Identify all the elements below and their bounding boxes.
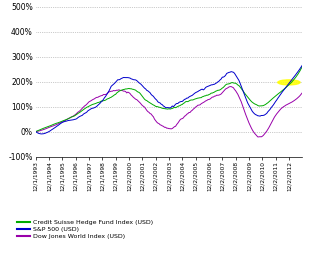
Circle shape	[278, 80, 300, 85]
Legend: Credit Suisse Hedge Fund Index (USD), S&P 500 (USD), Dow Jones World Index (USD): Credit Suisse Hedge Fund Index (USD), S&…	[17, 220, 153, 239]
